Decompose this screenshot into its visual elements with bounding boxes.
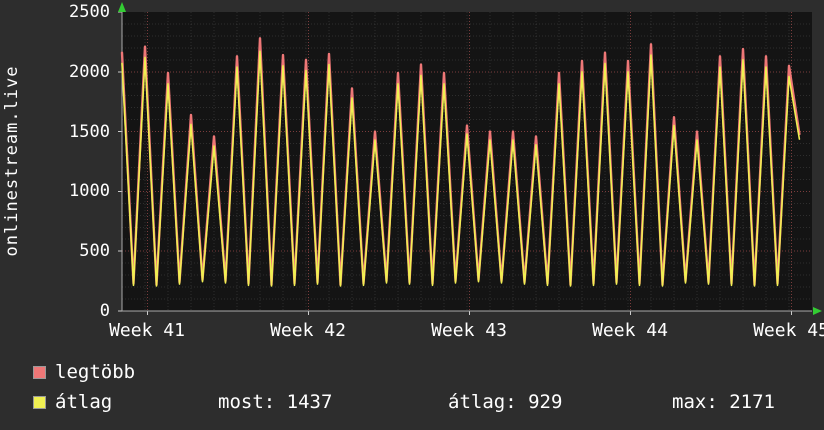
y-tick-label: 500	[79, 241, 110, 261]
y-tick-label: 2500	[69, 2, 110, 22]
y-tick-label: 1000	[69, 181, 110, 201]
x-tick-label: Week 42	[270, 320, 346, 341]
y-tick-label: 2000	[69, 62, 110, 82]
stat-most: most: 1437	[218, 391, 333, 413]
legend-item-legtobb: legtöbb	[33, 361, 135, 383]
stat-atlag: átlag: 929	[448, 391, 563, 413]
stat-max: max: 2171	[672, 391, 775, 413]
legtobb-color-swatch	[33, 365, 46, 379]
legend-item-atlag: átlag	[33, 391, 112, 413]
x-tick-label: Week 41	[109, 320, 185, 341]
atlag-label: átlag	[55, 391, 113, 413]
atlag-color-swatch	[33, 395, 46, 409]
x-tick-label: Week 44	[592, 320, 668, 341]
y-tick-label: 1500	[69, 122, 110, 142]
y-tick-label: 0	[99, 301, 110, 321]
legtobb-label: legtöbb	[55, 361, 136, 383]
y-axis-title: onlinestream.live	[2, 65, 22, 257]
x-tick-label: Week 43	[431, 320, 507, 341]
x-tick-label: Week 45	[753, 320, 824, 341]
